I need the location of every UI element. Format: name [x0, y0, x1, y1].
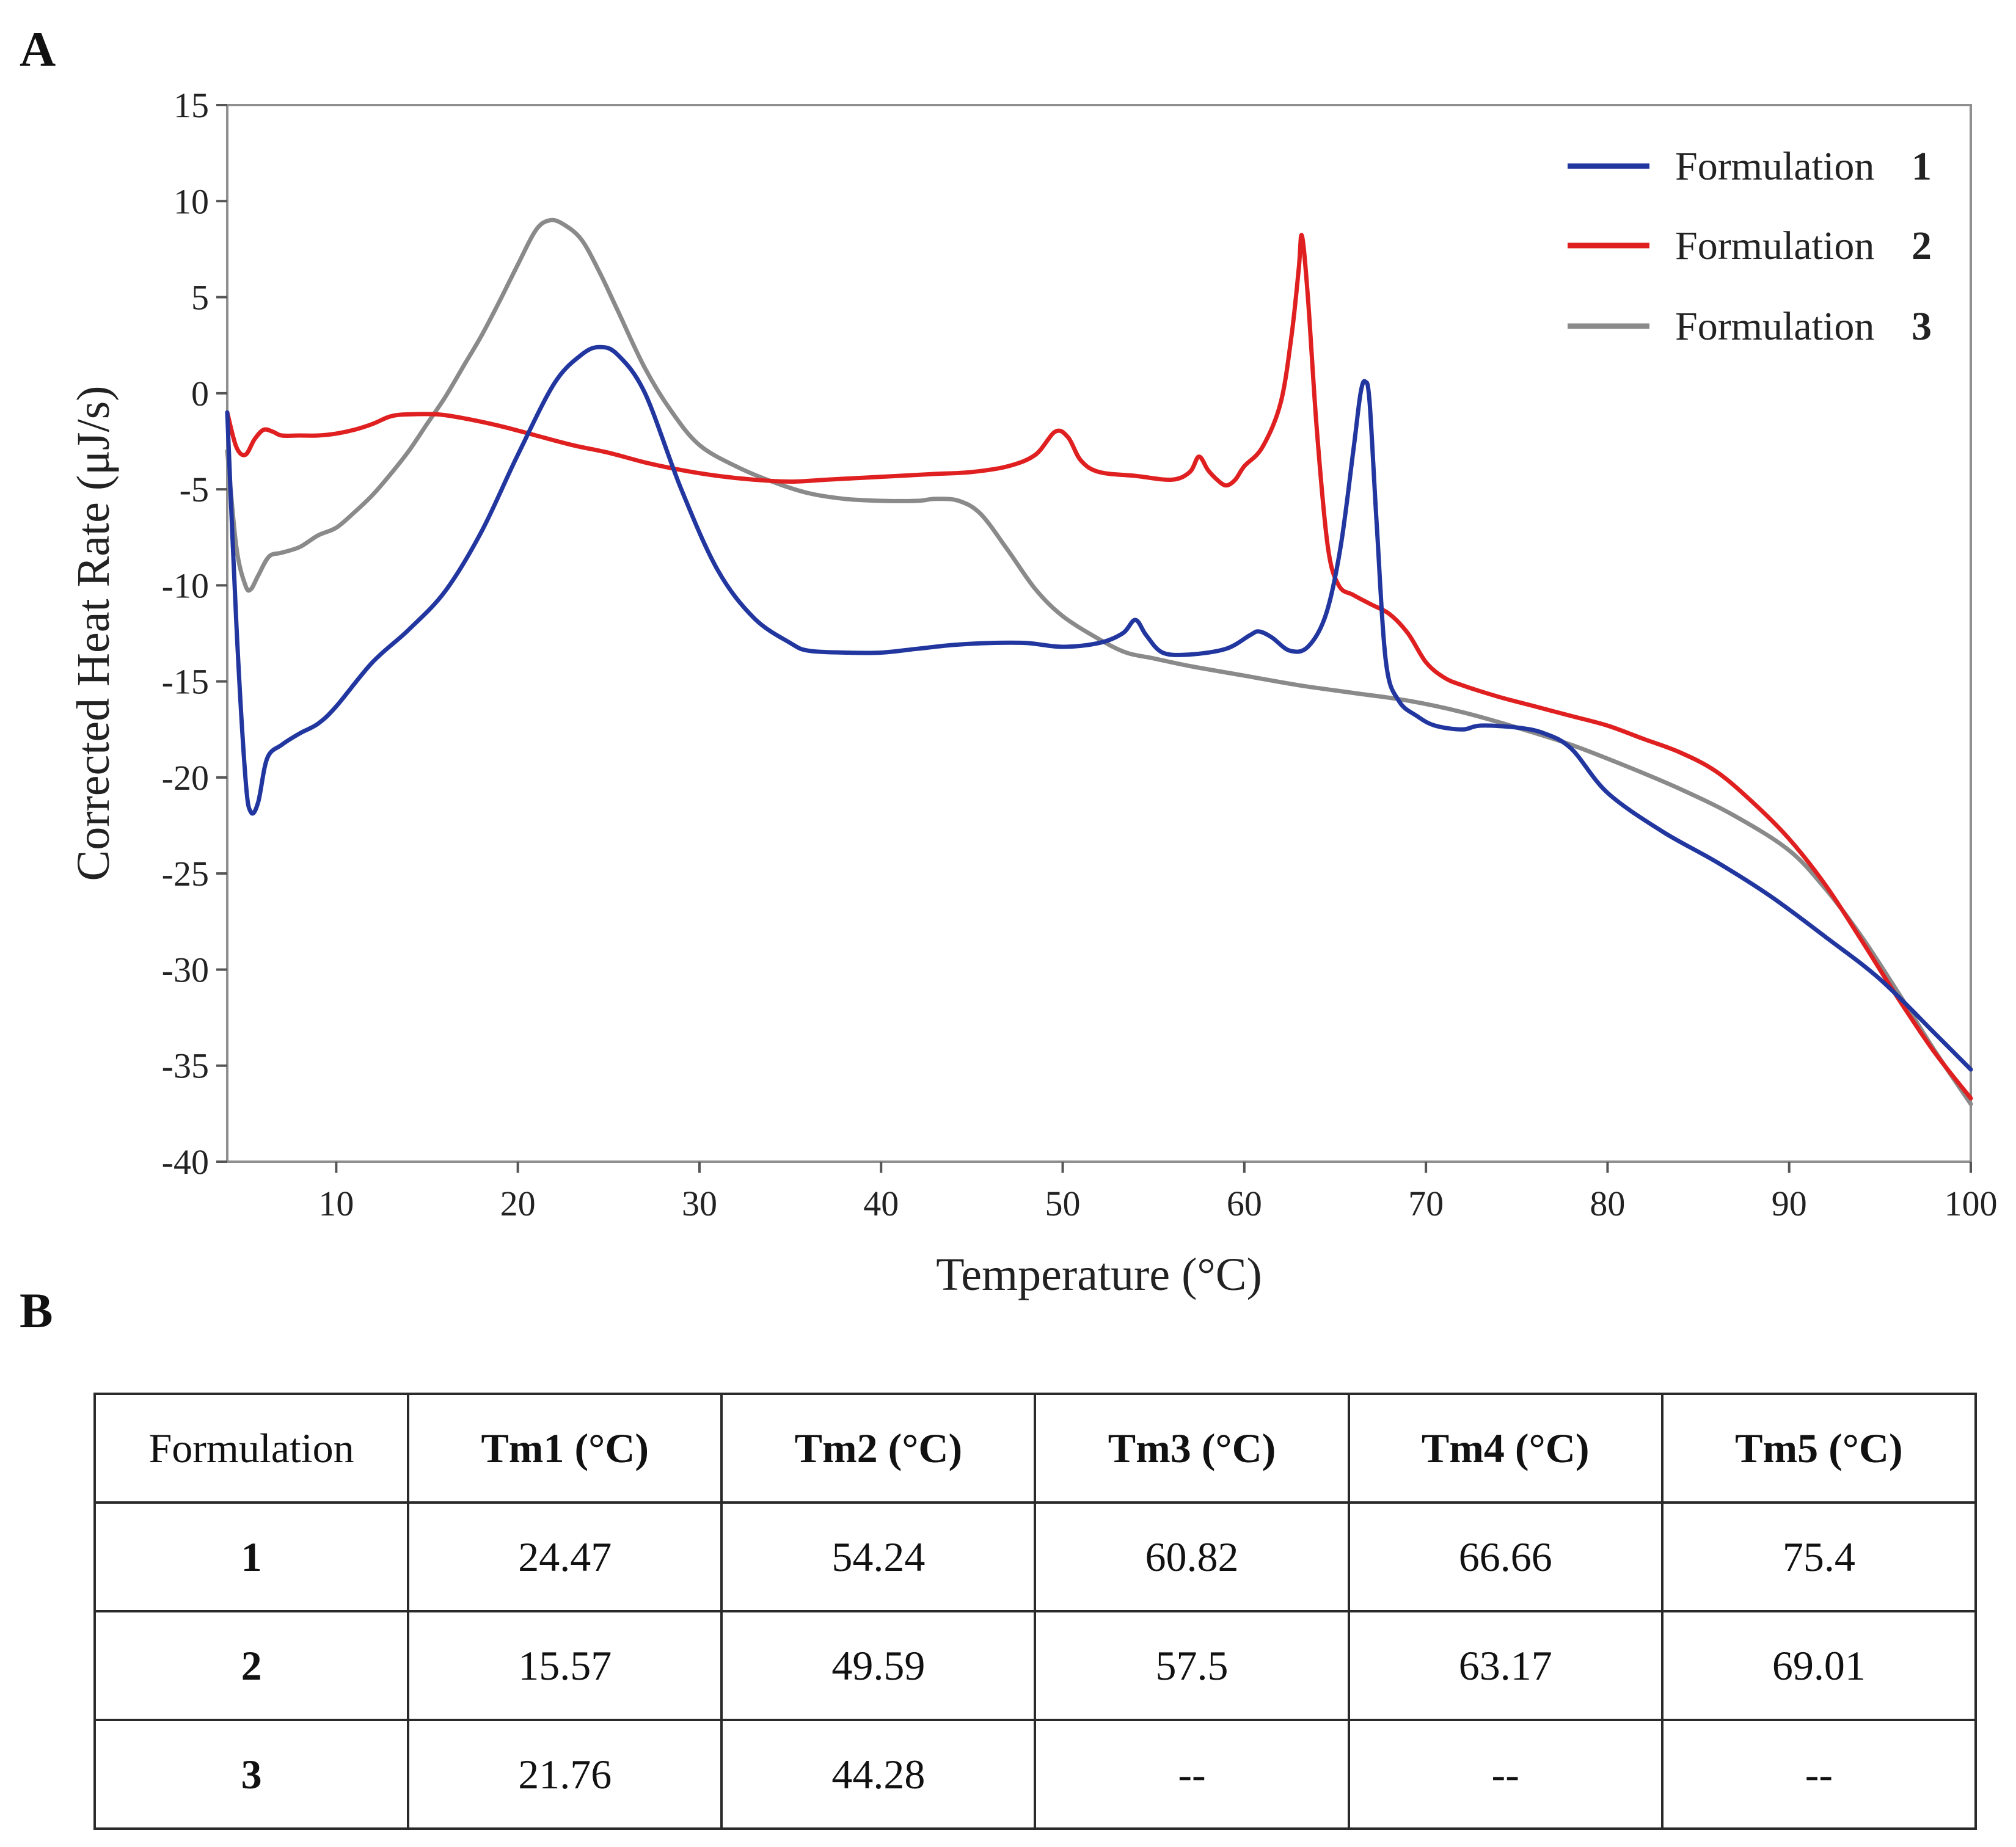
cell-tm5: 75.4 [1660, 1501, 1978, 1612]
row-formulation: 1 [93, 1501, 410, 1612]
table-row: 1 24.47 54.24 60.82 66.66 75.4 [93, 1501, 1978, 1612]
cell-tm1: 15.57 [407, 1610, 723, 1721]
x-tick-label: 60 [1227, 1184, 1262, 1223]
legend-label-formulation-1: Formulation [1675, 144, 1874, 189]
panel-b-label: B [20, 1283, 53, 1338]
x-tick-label: 30 [682, 1184, 717, 1223]
x-tick-label: 50 [1045, 1184, 1081, 1223]
header-tm4: Tm4 (°C) [1347, 1393, 1664, 1504]
melting-temperature-table: Formulation Tm1 (°C) Tm2 (°C) Tm3 (°C) T… [93, 1393, 1978, 1830]
table-row: 2 15.57 49.59 57.5 63.17 69.01 [93, 1610, 1978, 1721]
cell-tm2: 44.28 [720, 1719, 1037, 1830]
cell-tm4: 63.17 [1347, 1610, 1664, 1721]
cell-tm2: 49.59 [720, 1610, 1037, 1721]
cell-tm3: -- [1034, 1719, 1350, 1830]
table-row: 3 21.76 44.28 -- -- -- [93, 1719, 1978, 1830]
y-tick-label: -5 [180, 470, 209, 509]
x-axis-label: Temperature (°C) [936, 1249, 1262, 1300]
legend-number-formulation-2: 2 [1912, 224, 1932, 268]
plot-frame [226, 104, 1972, 1163]
y-tick-label: -20 [162, 758, 209, 798]
cell-tm1: 21.76 [407, 1719, 723, 1830]
series-line-formulation-2 [225, 233, 1973, 1101]
legend-label-formulation-3: Formulation [1675, 304, 1874, 349]
table-header-row: Formulation Tm1 (°C) Tm2 (°C) Tm3 (°C) T… [93, 1393, 1978, 1504]
row-formulation: 3 [93, 1719, 410, 1830]
header-tm3: Tm3 (°C) [1034, 1393, 1350, 1504]
y-tick-label: -35 [162, 1046, 209, 1086]
y-tick-label: 10 [173, 181, 209, 221]
cell-tm4: 66.66 [1347, 1501, 1664, 1612]
legend-number-formulation-1: 1 [1912, 144, 1932, 189]
x-tick-label: 90 [1772, 1184, 1807, 1223]
x-tick-label: 70 [1408, 1184, 1444, 1223]
panel-a-label: A [20, 21, 56, 77]
x-tick-label: 20 [500, 1184, 536, 1223]
series-line-formulation-3 [225, 217, 1973, 1107]
y-tick-label: -30 [162, 950, 209, 989]
cell-tm5: 69.01 [1660, 1610, 1978, 1721]
y-tick-label: 5 [191, 278, 209, 318]
y-tick-label: 15 [173, 86, 209, 125]
y-tick-label: -15 [162, 662, 209, 702]
x-tick-label: 10 [318, 1184, 354, 1223]
cell-tm5: -- [1660, 1719, 1978, 1830]
cell-tm3: 60.82 [1034, 1501, 1350, 1612]
y-tick-label: -40 [162, 1142, 209, 1182]
header-tm5: Tm5 (°C) [1660, 1393, 1978, 1504]
y-axis-label: Corrected Heat Rate (μJ/s) [68, 386, 119, 881]
y-tick-label: -25 [162, 854, 209, 894]
cell-tm4: -- [1347, 1719, 1664, 1830]
legend-number-formulation-3: 3 [1912, 304, 1932, 349]
series-line-formulation-1 [225, 344, 1973, 1072]
x-tick-label: 100 [1945, 1184, 1998, 1223]
x-tick-label: 40 [863, 1184, 899, 1223]
cell-tm3: 57.5 [1034, 1610, 1350, 1721]
legend-label-formulation-2: Formulation [1675, 224, 1874, 268]
y-tick-label: 0 [191, 374, 209, 413]
row-formulation: 2 [93, 1610, 410, 1721]
header-tm1: Tm1 (°C) [407, 1393, 723, 1504]
cell-tm1: 24.47 [407, 1501, 723, 1612]
chart-legend: Formulation 1 Formulation 2 Formulation 3 [1568, 144, 1932, 349]
header-tm2: Tm2 (°C) [720, 1393, 1037, 1504]
x-tick-label: 80 [1590, 1184, 1625, 1223]
y-tick-label: -10 [162, 566, 209, 605]
header-formulation: Formulation [93, 1393, 410, 1504]
chart-series [225, 217, 1973, 1107]
cell-tm2: 54.24 [720, 1501, 1037, 1612]
